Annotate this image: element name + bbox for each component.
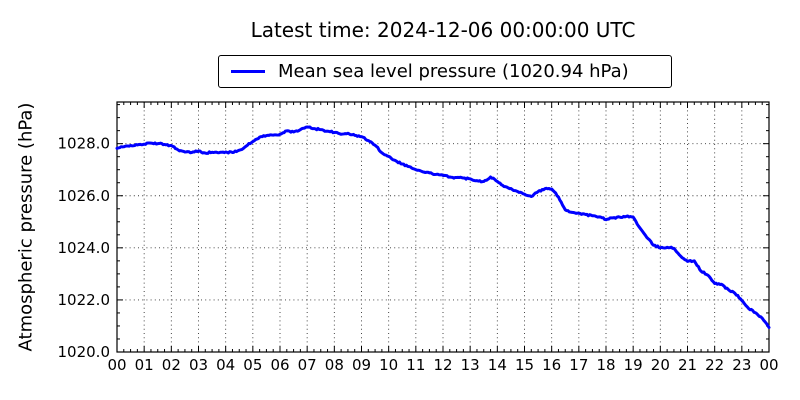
svg-text:01: 01: [135, 356, 154, 374]
svg-text:10: 10: [379, 356, 398, 374]
svg-text:12: 12: [433, 356, 452, 374]
chart-title: Latest time: 2024-12-06 00:00:00 UTC: [250, 18, 636, 42]
plot-frame: [116, 101, 770, 353]
grid-lines: [117, 102, 769, 352]
y-axis-label: Atmospheric pressure (hPa): [15, 102, 37, 352]
svg-text:23: 23: [732, 356, 751, 374]
svg-text:22: 22: [705, 356, 724, 374]
svg-text:06: 06: [270, 356, 289, 374]
svg-text:18: 18: [596, 356, 615, 374]
svg-text:21: 21: [678, 356, 697, 374]
svg-text:00: 00: [107, 356, 126, 374]
pressure-line: [115, 125, 771, 330]
y-tick-labels: 1020.0 1022.0 1024.0 1026.0 1028.0: [58, 135, 111, 361]
x-tick-labels: 00 01 02 03 04 05 06 07 08 09 10 11 12 13 14 15 16 17 18 19…: [107, 356, 778, 374]
svg-text:15: 15: [515, 356, 534, 374]
svg-text:05: 05: [243, 356, 262, 374]
svg-text:1022.0: 1022.0: [58, 291, 111, 309]
svg-text:02: 02: [162, 356, 181, 374]
legend-label: Mean sea level pressure (1020.94 hPa): [278, 61, 629, 82]
svg-text:09: 09: [352, 356, 371, 374]
svg-text:1024.0: 1024.0: [58, 239, 111, 257]
svg-text:11: 11: [406, 356, 425, 374]
axis-ticks: [116, 102, 770, 353]
svg-text:19: 19: [624, 356, 643, 374]
svg-text:03: 03: [189, 356, 208, 374]
svg-text:1020.0: 1020.0: [58, 343, 111, 361]
svg-text:14: 14: [488, 356, 507, 374]
svg-text:04: 04: [216, 356, 235, 374]
legend-line-swatch: [231, 69, 265, 74]
svg-text:07: 07: [298, 356, 317, 374]
svg-text:1028.0: 1028.0: [58, 135, 111, 153]
svg-text:08: 08: [325, 356, 344, 374]
legend: Mean sea level pressure (1020.94 hPa): [218, 55, 672, 88]
svg-text:00: 00: [759, 356, 778, 374]
svg-text:13: 13: [461, 356, 480, 374]
svg-text:1026.0: 1026.0: [58, 187, 111, 205]
svg-text:20: 20: [651, 356, 670, 374]
svg-text:16: 16: [542, 356, 561, 374]
svg-text:17: 17: [569, 356, 588, 374]
